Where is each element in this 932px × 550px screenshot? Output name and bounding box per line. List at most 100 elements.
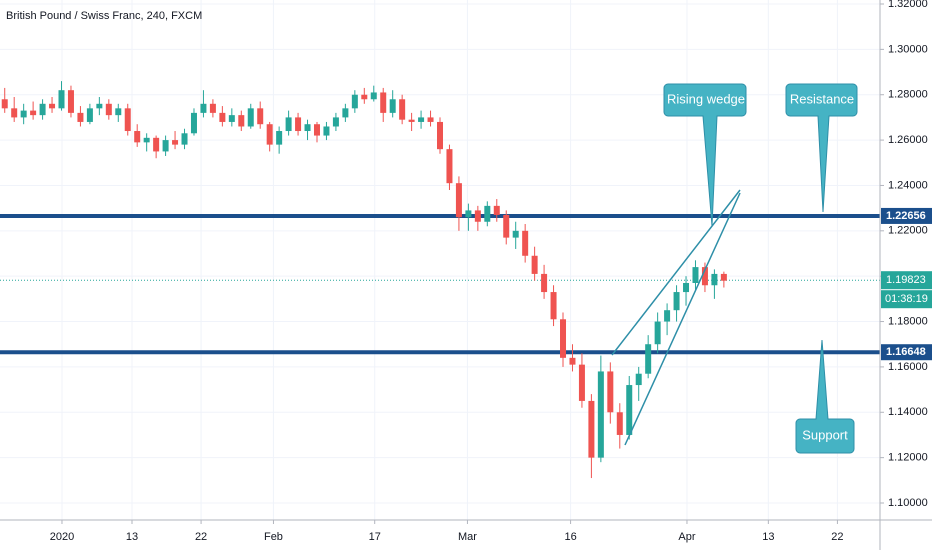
- callout-text: Rising wedge: [667, 91, 745, 106]
- candle-body: [153, 137, 160, 152]
- wedge-lower: [624, 192, 741, 446]
- candle-body: [446, 149, 453, 184]
- candle-body: [361, 94, 368, 100]
- candle-body: [67, 90, 74, 113]
- candle-body: [569, 357, 576, 365]
- x-tick-label: Apr: [678, 531, 695, 543]
- callout-rising-wedge: Rising wedge: [663, 83, 747, 227]
- y-tick-label: 1.12000: [888, 452, 928, 464]
- candle-body: [295, 117, 302, 132]
- wedge: [611, 189, 741, 446]
- candle-body: [181, 133, 188, 145]
- candle-body: [683, 282, 690, 293]
- x-tick-label: 13: [762, 531, 774, 543]
- callout-text: Resistance: [790, 91, 854, 106]
- candle-body: [86, 108, 93, 122]
- axis-labels: 1.100001.120001.140001.160001.180001.200…: [50, 0, 932, 543]
- candle-body: [238, 115, 245, 127]
- candle-body: [588, 400, 595, 458]
- candle-body: [465, 210, 472, 218]
- candle-body: [635, 373, 642, 386]
- candle-body: [77, 112, 84, 122]
- candle-body: [418, 117, 425, 122]
- x-tick-label: 2020: [50, 531, 74, 543]
- countdown-bg: [881, 290, 932, 309]
- y-tick-label: 1.24000: [888, 179, 928, 191]
- candle-body: [474, 210, 481, 222]
- candle-body: [257, 108, 264, 125]
- candle-body: [332, 117, 339, 127]
- candle-body: [626, 385, 633, 435]
- candle-body: [313, 124, 320, 136]
- y-tick-label: 1.22000: [888, 225, 928, 237]
- y-tick-label: 1.28000: [888, 89, 928, 101]
- candle-body: [399, 99, 406, 120]
- candle-body: [266, 124, 273, 145]
- candle-body: [664, 310, 671, 322]
- candle-body: [711, 273, 718, 286]
- y-tick-label: 1.18000: [888, 315, 928, 327]
- candle-body: [550, 292, 557, 320]
- countdown-label: 01:38:19: [885, 293, 928, 305]
- candle-body: [597, 371, 604, 458]
- y-tick-label: 1.16000: [888, 361, 928, 373]
- candle-body: [578, 364, 585, 401]
- candle-body: [692, 267, 699, 283]
- candle-body: [115, 108, 122, 116]
- candle-body: [503, 214, 510, 238]
- candle-body: [720, 273, 727, 281]
- candle-body: [190, 112, 197, 134]
- candle-body: [645, 344, 652, 374]
- candle-body: [276, 131, 283, 145]
- last-price-label: 1.19823: [886, 274, 926, 286]
- candle-body: [389, 99, 396, 113]
- candle-body: [209, 103, 216, 113]
- x-tick-label: Mar: [458, 531, 477, 543]
- candle-body: [512, 230, 519, 238]
- x-tick-label: 22: [195, 531, 207, 543]
- candle-body: [607, 371, 614, 413]
- candle-body: [380, 92, 387, 113]
- candle-body: [351, 94, 358, 109]
- candle-body: [134, 131, 141, 143]
- candle-body: [228, 115, 235, 122]
- x-tick-label: Feb: [264, 531, 283, 543]
- y-tick-label: 1.10000: [888, 497, 928, 509]
- wedge-upper: [611, 189, 741, 356]
- candle-body: [427, 117, 434, 122]
- candle-body: [342, 108, 349, 118]
- callout-resistance: Resistance: [785, 83, 858, 213]
- candle-body: [437, 121, 443, 150]
- candle-body: [105, 103, 112, 116]
- x-tick-label: 16: [564, 531, 576, 543]
- level-label-bg: [881, 344, 932, 361]
- candle-body: [560, 319, 567, 358]
- candle-body: [616, 412, 623, 435]
- candle-body: [20, 110, 27, 118]
- x-tick-label: 13: [126, 531, 138, 543]
- callout-text: Support: [802, 427, 848, 442]
- candle-body: [541, 273, 548, 293]
- x-tick-label: 17: [369, 531, 381, 543]
- candle-body: [522, 230, 529, 256]
- candle-body: [124, 108, 131, 132]
- callout-support: Support: [795, 339, 855, 454]
- level-label-bg: [881, 207, 932, 224]
- candle-body: [304, 124, 311, 132]
- y-tick-label: 1.26000: [888, 134, 928, 146]
- y-tick-label: 1.14000: [888, 406, 928, 418]
- candle-body: [39, 103, 46, 116]
- candle-body: [200, 103, 207, 113]
- candle-body: [701, 267, 708, 286]
- candle-body: [11, 108, 18, 118]
- level-label: 1.16648: [886, 346, 926, 358]
- candle-body: [247, 108, 254, 127]
- candle-body: [143, 137, 150, 143]
- candle-body: [1, 99, 8, 109]
- candle-body: [30, 110, 37, 116]
- callout-box: [795, 339, 855, 454]
- candle-body: [219, 112, 226, 122]
- candle-body: [49, 103, 56, 109]
- x-tick-label: 22: [831, 531, 843, 543]
